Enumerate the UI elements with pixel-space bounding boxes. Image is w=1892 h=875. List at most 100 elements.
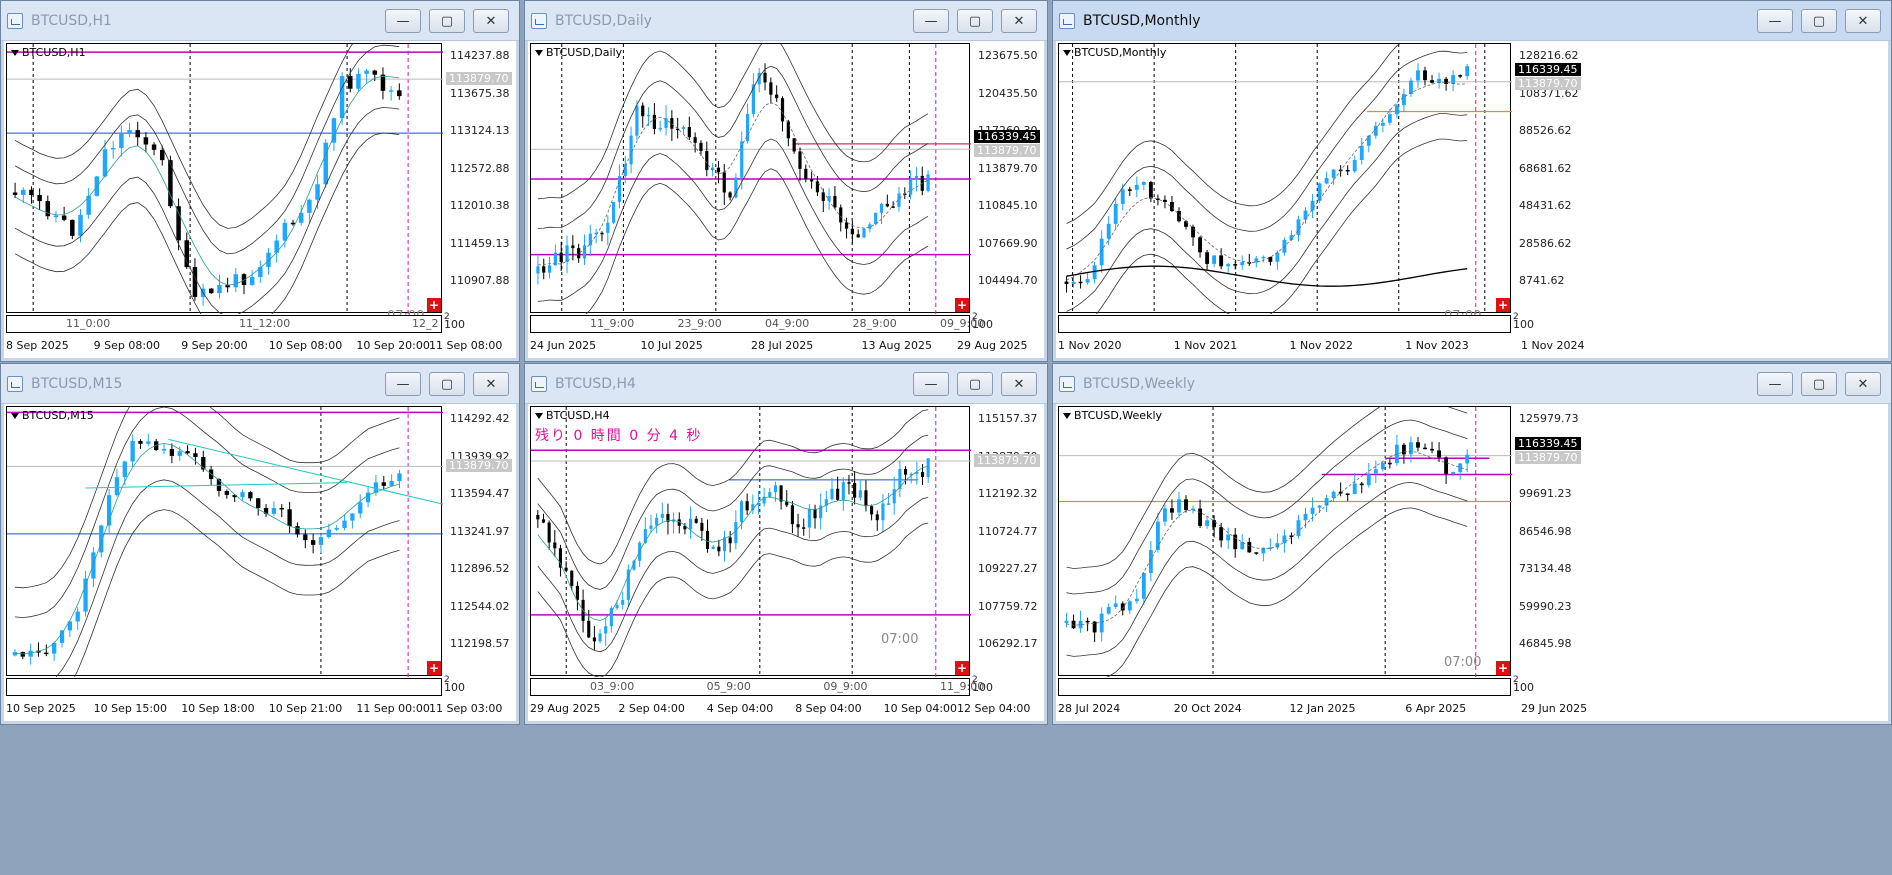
candle-body xyxy=(547,522,551,543)
chart-window-btcusd-weekly[interactable]: BTCUSD,Weekly — ▢ ✕ BTCUSD,Weekly 07:00 +12597… xyxy=(1052,363,1892,725)
window-titlebar[interactable]: BTCUSD,M15 — ▢ ✕ xyxy=(1,364,519,404)
candle-body xyxy=(879,203,884,213)
candle-body xyxy=(1261,256,1266,259)
chart-symbol-label[interactable]: BTCUSD,Monthly xyxy=(1063,46,1166,59)
chart-symbol-label[interactable]: BTCUSD,Weekly xyxy=(1063,409,1162,422)
candle-body xyxy=(728,537,732,544)
window-titlebar[interactable]: BTCUSD,H1 — ▢ ✕ xyxy=(1,1,519,41)
indicator-subwindow[interactable] xyxy=(530,678,970,696)
candle-body xyxy=(1184,221,1188,227)
candle-body xyxy=(1465,66,1470,77)
candle-body xyxy=(37,195,42,202)
candle-body xyxy=(1289,235,1294,240)
candle-body xyxy=(1141,573,1146,599)
window-titlebar[interactable]: BTCUSD,Monthly — ▢ ✕ xyxy=(1053,1,1891,41)
add-indicator-button[interactable]: + xyxy=(955,298,969,312)
candle-body xyxy=(768,492,772,497)
candle-body xyxy=(326,529,332,538)
add-indicator-button[interactable]: + xyxy=(427,661,441,675)
chart-window-btcusd-h4[interactable]: BTCUSD,H4 — ▢ ✕ BTCUSD,H4 残り 0 時間 0 分 4 秒 07:0… xyxy=(524,363,1048,725)
close-button[interactable]: ✕ xyxy=(473,372,509,396)
close-button[interactable]: ✕ xyxy=(1001,372,1037,396)
candle-body xyxy=(592,637,596,642)
price-chart[interactable]: BTCUSD,Daily + xyxy=(530,43,971,314)
dropdown-triangle-icon xyxy=(535,412,543,419)
candle-body xyxy=(1155,198,1160,201)
chart-window-btcusd-h1[interactable]: BTCUSD,H1 — ▢ ✕ BTCUSD,H107:00+ 114237.88 1136… xyxy=(0,0,520,362)
candle-body xyxy=(1170,508,1174,513)
minimize-button[interactable]: — xyxy=(913,9,949,33)
candle-body xyxy=(1430,448,1434,451)
bollinger-band-line xyxy=(1066,50,1468,250)
candle-body xyxy=(1324,177,1329,184)
maximize-button[interactable]: ▢ xyxy=(429,9,465,33)
bollinger-band-line xyxy=(14,44,400,255)
price-axis-label: 110724.77 xyxy=(978,524,1038,538)
add-indicator-button[interactable]: + xyxy=(1496,298,1510,312)
candle-body xyxy=(1184,499,1188,511)
candle-body xyxy=(745,113,750,142)
candle-body xyxy=(1106,223,1111,239)
add-indicator-button[interactable]: + xyxy=(427,298,441,312)
bollinger-band-line xyxy=(14,132,400,314)
price-chart[interactable]: BTCUSD,M15 + xyxy=(6,406,443,677)
maximize-button[interactable]: ▢ xyxy=(1801,9,1837,33)
chart-symbol-label[interactable]: BTCUSD,H4 xyxy=(535,409,610,422)
window-titlebar[interactable]: BTCUSD,H4 — ▢ ✕ xyxy=(525,364,1047,404)
bollinger-band-line xyxy=(55,479,400,677)
candle-body xyxy=(1401,444,1406,455)
candle-body xyxy=(920,471,925,478)
minimize-button[interactable]: — xyxy=(1757,9,1793,33)
indicator-subwindow[interactable] xyxy=(6,315,442,333)
minimize-button[interactable]: — xyxy=(1757,372,1793,396)
window-titlebar[interactable]: BTCUSD,Daily — ▢ ✕ xyxy=(525,1,1047,41)
chart-symbol-label[interactable]: BTCUSD,H1 xyxy=(11,46,86,59)
candle-body xyxy=(751,84,755,114)
bollinger-band-line xyxy=(1066,450,1468,626)
chart-window-btcusd-monthly[interactable]: BTCUSD,Monthly — ▢ ✕ BTCUSD,Monthly07:00+ 128… xyxy=(1052,0,1892,362)
minimize-button[interactable]: — xyxy=(913,372,949,396)
close-button[interactable]: ✕ xyxy=(473,9,509,33)
candle-body xyxy=(813,508,817,519)
candlestick-plot xyxy=(7,407,443,677)
maximize-button[interactable]: ▢ xyxy=(957,9,993,33)
candle-body xyxy=(318,537,324,545)
close-button[interactable]: ✕ xyxy=(1845,372,1881,396)
bollinger-band-line xyxy=(1066,419,1468,595)
maximize-button[interactable]: ▢ xyxy=(957,372,993,396)
bollinger-band-line xyxy=(1066,113,1468,312)
chart-symbol-label[interactable]: BTCUSD,M15 xyxy=(11,409,94,422)
maximize-button[interactable]: ▢ xyxy=(1801,372,1837,396)
price-axis-label: 59990.23 xyxy=(1519,599,1572,613)
price-axis-label: 112544.02 xyxy=(450,599,510,613)
price-chart[interactable]: BTCUSD,Weekly 07:00 + xyxy=(1058,406,1512,677)
indicator-subwindow[interactable] xyxy=(1058,315,1511,333)
indicator-subwindow[interactable] xyxy=(1058,678,1511,696)
add-indicator-button[interactable]: + xyxy=(955,661,969,675)
price-chart[interactable]: BTCUSD,H107:00+ xyxy=(6,43,443,324)
separator-time-label: 11_12:00 xyxy=(239,317,291,330)
price-axis-label: 112572.88 xyxy=(450,161,510,175)
current-price-tag: 113879.70 xyxy=(1515,76,1581,90)
close-button[interactable]: ✕ xyxy=(1845,9,1881,33)
candle-body xyxy=(1345,169,1350,172)
indicator-subwindow[interactable] xyxy=(530,315,970,333)
add-indicator-button[interactable]: + xyxy=(1496,661,1510,675)
minimize-button[interactable]: — xyxy=(385,372,421,396)
chart-window-btcusd-daily[interactable]: BTCUSD,Daily — ▢ ✕ BTCUSD,Daily +123675.50 120… xyxy=(524,0,1048,362)
candle-body xyxy=(700,522,704,531)
candle-body xyxy=(658,128,662,130)
window-titlebar[interactable]: BTCUSD,Weekly — ▢ ✕ xyxy=(1053,364,1891,404)
price-chart[interactable]: BTCUSD,H4 残り 0 時間 0 分 4 秒 07:00 + xyxy=(530,406,971,677)
minimize-button[interactable]: — xyxy=(385,9,421,33)
maximize-button[interactable]: ▢ xyxy=(429,372,465,396)
close-button[interactable]: ✕ xyxy=(1001,9,1037,33)
chart-symbol-label[interactable]: BTCUSD,Daily xyxy=(535,46,622,59)
indicator-subwindow[interactable] xyxy=(6,678,442,696)
current-price-tag: 113879.70 xyxy=(446,459,512,473)
candle-body xyxy=(641,105,645,117)
chart-window-btcusd-m15[interactable]: BTCUSD,M15 — ▢ ✕ BTCUSD,M15 +114292.42 113939.… xyxy=(0,363,520,725)
candle-body xyxy=(53,215,59,218)
price-chart[interactable]: BTCUSD,Monthly07:00+ xyxy=(1058,43,1512,324)
candle-body xyxy=(856,234,860,238)
